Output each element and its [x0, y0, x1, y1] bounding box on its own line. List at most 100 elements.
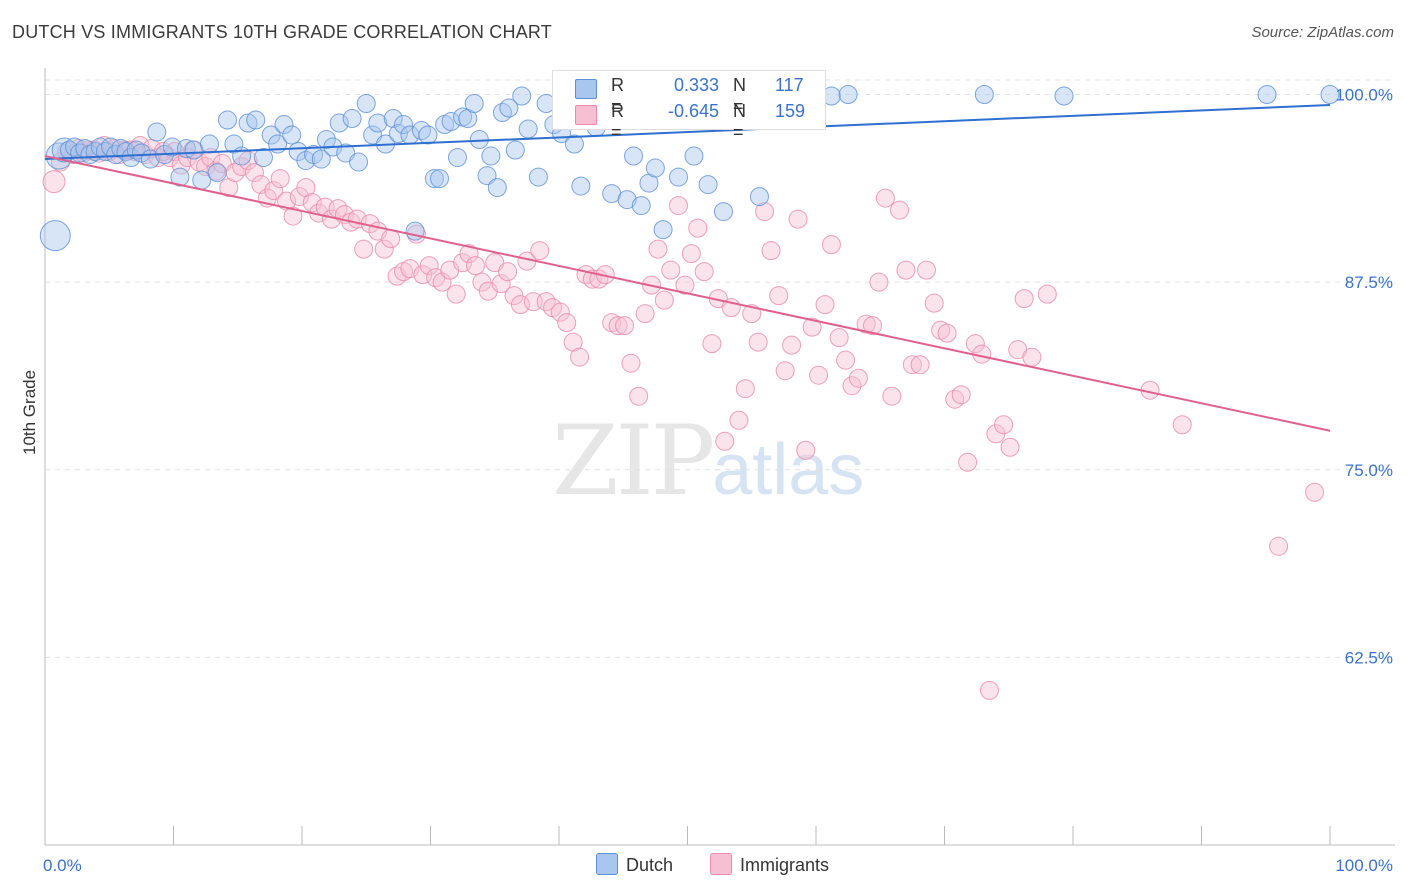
immigrants-point: [1014, 289, 1034, 309]
dutch-point: [571, 176, 591, 196]
immigrants-point: [1037, 284, 1057, 304]
dutch-point: [698, 175, 718, 195]
immigrants-point: [875, 188, 895, 208]
immigrants-point: [924, 293, 944, 313]
immigrants-point: [432, 272, 452, 292]
dutch-point: [311, 149, 331, 169]
dutch-point: [1054, 86, 1074, 106]
immigrants-point: [694, 262, 714, 282]
immigrants-point: [669, 196, 689, 216]
dutch-point: [224, 134, 244, 154]
immigrants-point: [615, 316, 635, 336]
dutch-point: [481, 146, 501, 166]
immigrants-point: [782, 335, 802, 355]
dutch-point: [499, 98, 519, 118]
dutch-point: [528, 167, 548, 187]
immigrants-point: [836, 350, 856, 370]
immigrants-point: [951, 385, 971, 405]
dutch-point: [429, 169, 449, 189]
dutch-point: [162, 137, 182, 157]
immigrants-point: [550, 302, 570, 322]
dutch-point: [342, 109, 362, 129]
dutch-point: [147, 122, 167, 142]
dutch-point: [631, 196, 651, 216]
dutch-r-label: R =: [611, 75, 624, 116]
immigrants-point: [735, 379, 755, 399]
dutch-point: [505, 140, 525, 160]
immigrants-point: [809, 365, 829, 385]
dutch-point: [253, 148, 273, 168]
dutch-point: [518, 119, 538, 139]
immigrants-point: [829, 328, 849, 348]
dutch-point: [645, 158, 665, 178]
immigrants-point: [788, 209, 808, 229]
dutch-point: [39, 220, 71, 252]
dutch-point: [564, 134, 584, 154]
immigrants-point: [815, 295, 835, 315]
dutch-point: [684, 146, 704, 166]
immigrants-trend-line: [44, 155, 1331, 432]
y-tick-label: 62.5%: [1345, 648, 1393, 667]
immigrants-point: [283, 206, 303, 226]
dutch-point: [669, 167, 689, 187]
immigrants-point: [498, 262, 518, 282]
dutch-point: [368, 113, 388, 133]
immigrants-n-value: 159: [775, 101, 806, 121]
immigrants-point: [890, 200, 910, 220]
dutch-point: [617, 190, 637, 210]
dutch-point: [217, 110, 237, 130]
dutch-legend-label: Dutch: [626, 855, 674, 875]
dutch-point: [349, 152, 369, 172]
immigrants-point: [675, 275, 695, 295]
immigrants-point: [979, 680, 999, 700]
dutch-point: [329, 113, 349, 133]
immigrants-point: [648, 239, 668, 259]
immigrants-point: [270, 169, 290, 189]
immigrants-point: [465, 256, 485, 276]
immigrants-point: [896, 260, 916, 280]
immigrants-point: [629, 386, 649, 406]
dutch-n-label: N =: [733, 75, 746, 116]
dutch-point: [207, 163, 227, 183]
immigrants-point: [856, 314, 876, 334]
immigrants-point: [510, 295, 530, 315]
legend-item-immigrants[interactable]: Immigrants: [710, 853, 829, 876]
dutch-trend-line: [44, 104, 1331, 161]
immigrants-point: [842, 376, 862, 396]
immigrants-r-value: -0.645: [667, 101, 719, 121]
dutch-point: [282, 125, 302, 145]
dutch-point: [296, 151, 316, 171]
immigrants-point: [570, 347, 590, 367]
dutch-point: [238, 113, 258, 133]
dutch-point: [418, 125, 438, 145]
immigrants-point: [748, 332, 768, 352]
dutch-swatch: [575, 79, 597, 99]
immigrants-point: [863, 316, 883, 336]
immigrants-point: [958, 452, 978, 472]
immigrants-point: [802, 317, 822, 337]
immigrants-point: [796, 440, 816, 460]
axes: [44, 68, 1395, 846]
y-axis-label: 10th Grade: [20, 369, 39, 455]
y-tick-label: 87.5%: [1345, 273, 1393, 292]
immigrants-point: [635, 304, 655, 324]
immigrants-point: [715, 431, 735, 451]
immigrants-point: [446, 284, 466, 304]
dutch-point: [383, 109, 403, 129]
immigrants-point: [419, 256, 439, 276]
immigrants-point: [661, 260, 681, 280]
dutch-r-value: 0.333: [673, 75, 719, 95]
immigrants-point: [761, 241, 781, 261]
legend-item-dutch[interactable]: Dutch: [596, 853, 673, 876]
dutch-point: [713, 202, 733, 222]
immigrants-point: [729, 410, 749, 430]
dutch-point: [199, 134, 219, 154]
immigrants-point: [821, 235, 841, 255]
immigrants-point: [1000, 437, 1020, 457]
dutch-point: [838, 85, 858, 105]
immigrants-point: [621, 353, 641, 373]
immigrants-point: [769, 286, 789, 306]
immigrants-point: [1022, 347, 1042, 367]
immigrants-point: [937, 323, 957, 343]
immigrants-point: [42, 170, 66, 194]
